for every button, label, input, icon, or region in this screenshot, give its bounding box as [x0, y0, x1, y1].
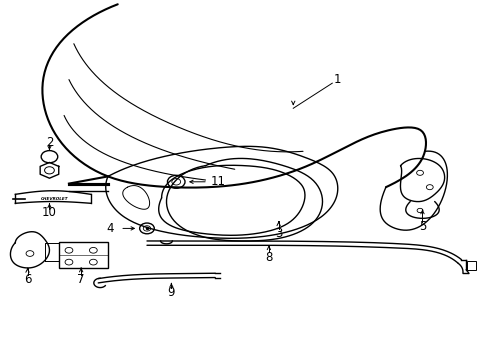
Text: 4: 4	[106, 222, 114, 235]
Text: 2: 2	[45, 136, 53, 149]
Text: 3: 3	[274, 226, 282, 239]
Text: 1: 1	[333, 73, 340, 86]
Text: 5: 5	[418, 220, 426, 233]
Text: 11: 11	[210, 175, 224, 188]
Text: 8: 8	[264, 251, 272, 264]
Text: 6: 6	[24, 273, 31, 286]
Text: 7: 7	[77, 273, 85, 286]
Bar	[59, 242, 108, 267]
Bar	[466, 261, 475, 270]
Text: CHEVROLET: CHEVROLET	[41, 197, 68, 201]
Text: 9: 9	[167, 286, 175, 299]
Text: 10: 10	[42, 207, 57, 220]
